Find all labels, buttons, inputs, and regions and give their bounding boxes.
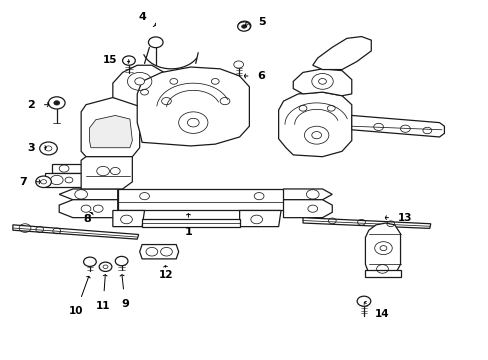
Polygon shape [283, 189, 331, 200]
Polygon shape [312, 37, 370, 69]
Polygon shape [365, 223, 400, 277]
Circle shape [36, 176, 51, 188]
Polygon shape [142, 220, 239, 226]
Text: 5: 5 [245, 17, 265, 27]
Circle shape [318, 78, 326, 84]
Polygon shape [113, 65, 163, 107]
Circle shape [379, 246, 386, 251]
Circle shape [311, 132, 321, 139]
Text: 1: 1 [184, 214, 192, 237]
Text: 9: 9 [120, 275, 129, 309]
Circle shape [148, 37, 163, 48]
Circle shape [103, 265, 108, 269]
Polygon shape [283, 200, 331, 218]
Text: 13: 13 [385, 213, 412, 222]
Polygon shape [118, 189, 283, 211]
Polygon shape [140, 244, 178, 259]
Circle shape [241, 25, 246, 28]
Polygon shape [89, 116, 132, 148]
Polygon shape [293, 69, 351, 96]
Text: 12: 12 [159, 266, 173, 280]
Text: 7: 7 [19, 177, 40, 187]
Circle shape [356, 296, 370, 306]
Polygon shape [59, 200, 118, 218]
Polygon shape [365, 270, 400, 277]
Polygon shape [59, 189, 118, 200]
Circle shape [242, 24, 246, 28]
Circle shape [83, 257, 96, 266]
Text: 4: 4 [138, 12, 155, 27]
Text: 11: 11 [96, 275, 110, 311]
Text: 3: 3 [27, 143, 46, 153]
Polygon shape [81, 157, 132, 189]
Circle shape [41, 180, 46, 184]
Text: 6: 6 [244, 71, 265, 81]
Circle shape [135, 78, 144, 85]
Polygon shape [351, 116, 444, 137]
Polygon shape [81, 98, 140, 157]
Polygon shape [13, 225, 139, 239]
Circle shape [187, 118, 199, 127]
Text: 2: 2 [27, 100, 48, 110]
Text: 15: 15 [103, 55, 129, 65]
Polygon shape [52, 164, 122, 173]
Polygon shape [44, 173, 122, 187]
Circle shape [238, 21, 250, 31]
Polygon shape [303, 218, 430, 228]
Polygon shape [113, 211, 144, 226]
Polygon shape [239, 211, 281, 226]
Circle shape [48, 97, 65, 109]
Polygon shape [137, 67, 249, 146]
Polygon shape [278, 92, 351, 157]
Circle shape [237, 22, 250, 31]
Circle shape [45, 146, 52, 151]
Circle shape [99, 262, 112, 271]
Circle shape [54, 101, 60, 105]
Text: 8: 8 [83, 212, 93, 224]
Text: 14: 14 [364, 301, 388, 319]
Text: 10: 10 [69, 276, 90, 316]
Circle shape [122, 56, 135, 65]
Circle shape [40, 142, 57, 155]
Circle shape [115, 256, 128, 266]
Circle shape [233, 61, 243, 68]
